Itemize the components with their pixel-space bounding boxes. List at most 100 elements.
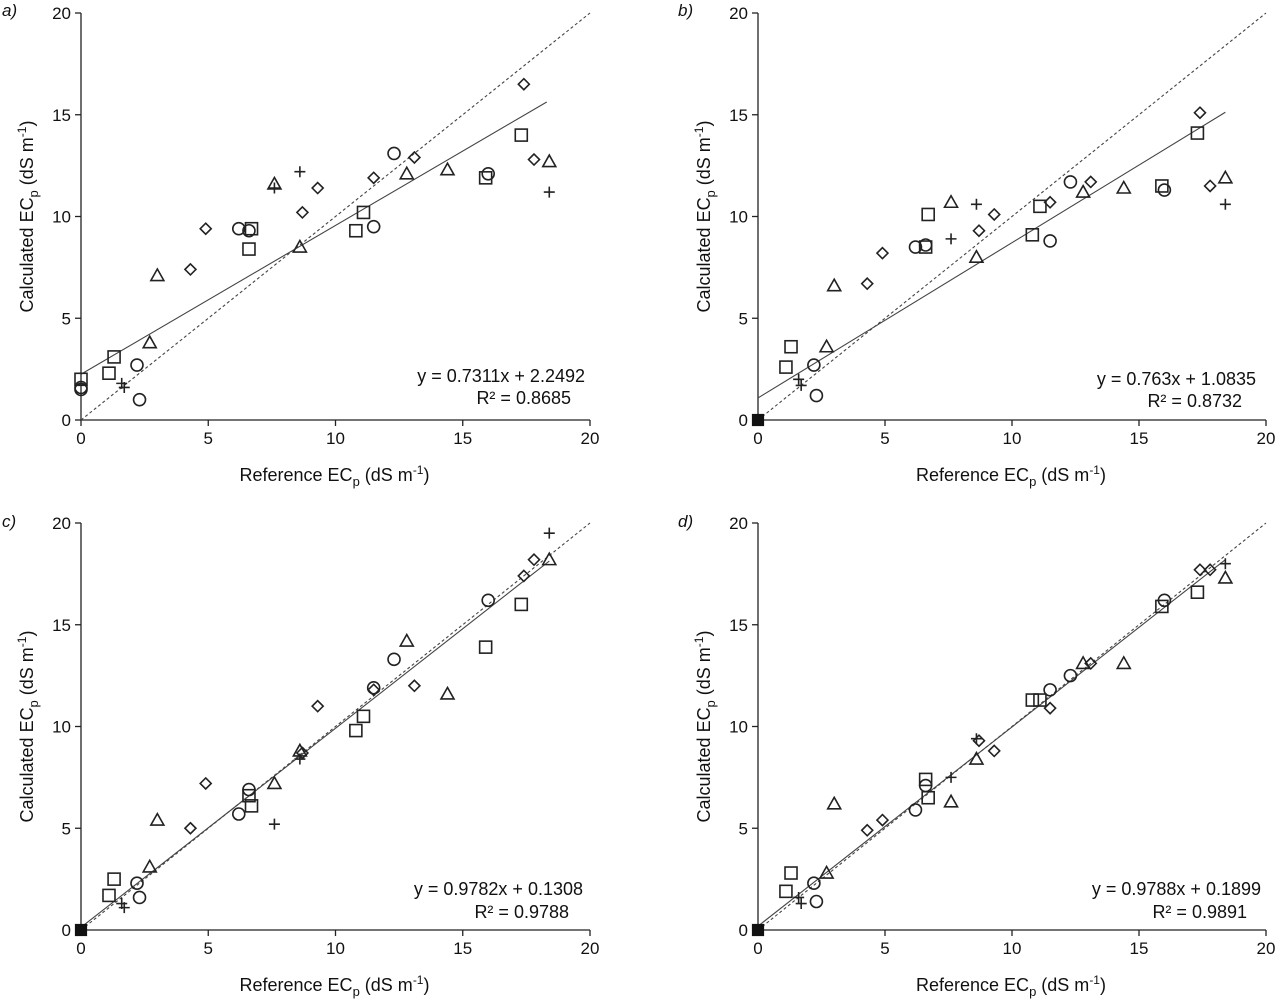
data-point-diamond (1084, 656, 1098, 671)
data-point-circle (130, 358, 144, 372)
y-tick-label: 5 (739, 309, 748, 328)
data-point-square (102, 366, 116, 380)
data-point-square (349, 223, 363, 238)
x-axis-title-main: Reference EC (240, 465, 353, 485)
x-axis-title: Reference ECp (dS m-1) (240, 973, 430, 999)
series-diamond (183, 77, 541, 277)
data-point-square (356, 709, 371, 724)
data-point-square (356, 205, 371, 220)
y-tick-label: 0 (739, 411, 748, 430)
series-origin (74, 923, 88, 937)
data-point-circle (366, 681, 381, 695)
series-origin (751, 413, 765, 427)
data-point-square (107, 350, 121, 364)
data-point-square (921, 790, 935, 805)
data-point-square (74, 372, 88, 387)
data-point-square (918, 772, 933, 787)
data-point-square (514, 597, 529, 612)
data-point-plus (795, 379, 807, 391)
y-axis-title-unit: (dS m (17, 647, 37, 700)
x-axis-title-end: ) (423, 465, 429, 485)
x-tick-label: 0 (76, 939, 85, 958)
series-square (102, 597, 529, 903)
data-point-diamond (972, 734, 986, 748)
series-square (779, 126, 1205, 374)
y-tick-label: 10 (52, 208, 71, 227)
series-diamond (183, 552, 541, 835)
data-point-diamond (407, 679, 422, 693)
series-circle (807, 175, 1172, 403)
x-axis-title-unit: (dS m (1036, 465, 1089, 485)
x-axis-title-unit: (dS m (360, 465, 413, 485)
r-squared: R² = 0.9891 (1152, 902, 1247, 922)
data-point-triangle (818, 338, 835, 353)
data-point-circle (908, 240, 923, 254)
data-point-square (349, 723, 363, 738)
data-point-plus (945, 771, 957, 783)
x-tick-label: 20 (581, 429, 600, 448)
x-tick-label: 5 (204, 939, 213, 958)
y-tick-label: 20 (52, 514, 71, 533)
data-point-square (779, 884, 793, 899)
data-point-diamond (972, 224, 986, 238)
x-axis-title-end: ) (1100, 465, 1106, 485)
data-point-triangle (398, 632, 415, 647)
data-point-circle (1043, 234, 1057, 248)
y-axis-title-main: Calculated EC (694, 707, 714, 822)
data-point-triangle (943, 194, 959, 209)
y-tick-label: 15 (729, 616, 748, 635)
data-point-square (1033, 199, 1047, 214)
y-tick-label: 20 (729, 4, 748, 23)
data-point-circle (387, 652, 401, 667)
data-point-square (1033, 693, 1047, 707)
data-point-plus (118, 902, 130, 914)
data-point-plus (118, 381, 130, 393)
series-origin (751, 923, 765, 937)
data-point-filled-square (751, 413, 765, 427)
y-tick-label: 10 (729, 718, 748, 737)
x-axis-title-main: Reference EC (240, 975, 353, 995)
regression-equation: y = 0.7311x + 2.2492 (417, 366, 585, 386)
data-point-circle (74, 382, 88, 397)
data-point-circle (481, 593, 496, 608)
x-axis-title-end: ) (423, 975, 429, 995)
data-point-triangle (1217, 169, 1234, 184)
data-point-plus (793, 373, 805, 385)
data-point-triangle (266, 775, 283, 790)
data-point-square (1155, 599, 1169, 614)
data-point-plus (294, 753, 306, 765)
data-point-triangle (149, 811, 166, 826)
x-tick-label: 15 (1130, 429, 1149, 448)
data-point-triangle (826, 277, 843, 292)
data-point-diamond (367, 171, 381, 185)
y-axis-title: Calculated ECp (dS m-1) (692, 121, 718, 313)
x-axis-title: Reference ECp (dS m-1) (916, 463, 1106, 489)
series-square (74, 128, 529, 387)
y-axis-title-sup: -1 (692, 126, 706, 137)
data-point-plus (543, 186, 555, 198)
regression-line (757, 111, 1226, 399)
y-axis-title-sup: -1 (15, 636, 29, 647)
data-point-triangle (968, 249, 985, 264)
data-point-diamond (987, 207, 1001, 222)
series-diamond (860, 106, 1217, 291)
data-point-square (242, 788, 256, 803)
data-point-circle (481, 166, 496, 181)
series-plus (793, 558, 1231, 910)
data-point-triangle (439, 161, 456, 176)
data-point-plus (945, 233, 957, 245)
y-axis-title-end: ) (694, 121, 714, 127)
y-tick-label: 0 (739, 921, 748, 940)
data-point-diamond (199, 776, 213, 791)
one-to-one-line (80, 12, 591, 421)
y-axis-title: Calculated ECp (dS m-1) (15, 631, 41, 823)
data-point-triangle (149, 267, 166, 282)
x-axis-title-unit: (dS m (1036, 975, 1089, 995)
x-axis-title: Reference ECp (dS m-1) (240, 463, 430, 489)
data-point-diamond (1203, 179, 1217, 193)
y-tick-label: 15 (52, 616, 71, 635)
data-point-circle (807, 358, 821, 372)
data-point-square (784, 866, 798, 880)
panel-label: d) (678, 512, 693, 531)
